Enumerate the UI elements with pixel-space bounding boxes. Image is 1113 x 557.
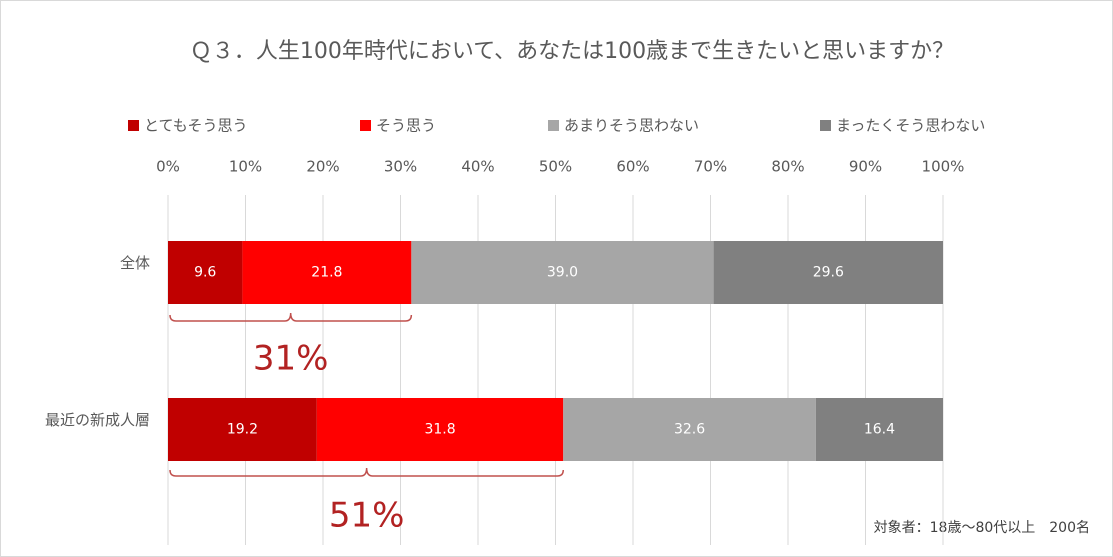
x-tick-label: 80%	[771, 158, 804, 176]
x-tick-label: 40%	[461, 158, 494, 176]
x-tick-label: 0%	[156, 158, 180, 176]
bar-segment	[316, 398, 564, 461]
bracket	[169, 467, 564, 477]
bar-segment	[411, 241, 714, 304]
bar-segment	[713, 241, 943, 304]
legend-label: そう思う	[376, 117, 436, 135]
legend-swatch	[820, 120, 831, 131]
note: 対象者：18歳～80代以上 200名	[874, 520, 1090, 536]
legend-swatch	[128, 120, 139, 131]
bar-segment	[242, 241, 412, 304]
data-label: 39.0	[547, 265, 578, 281]
bar-segment	[815, 398, 943, 461]
y-tick-label: 最近の新成人層	[45, 411, 150, 429]
data-label: 19.2	[227, 422, 258, 438]
bar-segment	[168, 398, 317, 461]
data-label: 16.4	[864, 422, 895, 438]
x-tick-label: 60%	[616, 158, 649, 176]
data-label: 31.8	[424, 422, 455, 438]
x-tick-label: 10%	[229, 158, 262, 176]
annotation: 31%	[253, 339, 329, 379]
legend-swatch	[360, 120, 371, 131]
bar-segment	[563, 398, 816, 461]
data-label: 21.8	[311, 265, 342, 281]
data-label: 32.6	[674, 422, 705, 438]
legend-swatch	[548, 120, 559, 131]
x-tick-label: 30%	[384, 158, 417, 176]
x-tick-label: 50%	[539, 158, 572, 176]
y-tick-label: 全体	[120, 254, 150, 272]
data-label: 29.6	[813, 265, 844, 281]
x-tick-label: 20%	[306, 158, 339, 176]
legend-label: あまりそう思わない	[564, 117, 699, 135]
chart-title: Ｑ３．人生100年時代において、あなたは100歳まで生きたいと思いますか？	[190, 39, 954, 64]
bracket	[169, 312, 413, 322]
data-label: 9.6	[194, 265, 216, 281]
x-tick-label: 70%	[694, 158, 727, 176]
legend-label: とてもそう思う	[144, 117, 248, 135]
bar-segment	[168, 241, 243, 304]
x-tick-label: 100%	[922, 158, 965, 176]
x-tick-label: 90%	[849, 158, 882, 176]
legend-label: まったくそう思わない	[836, 117, 985, 135]
annotation: 51%	[329, 496, 405, 536]
